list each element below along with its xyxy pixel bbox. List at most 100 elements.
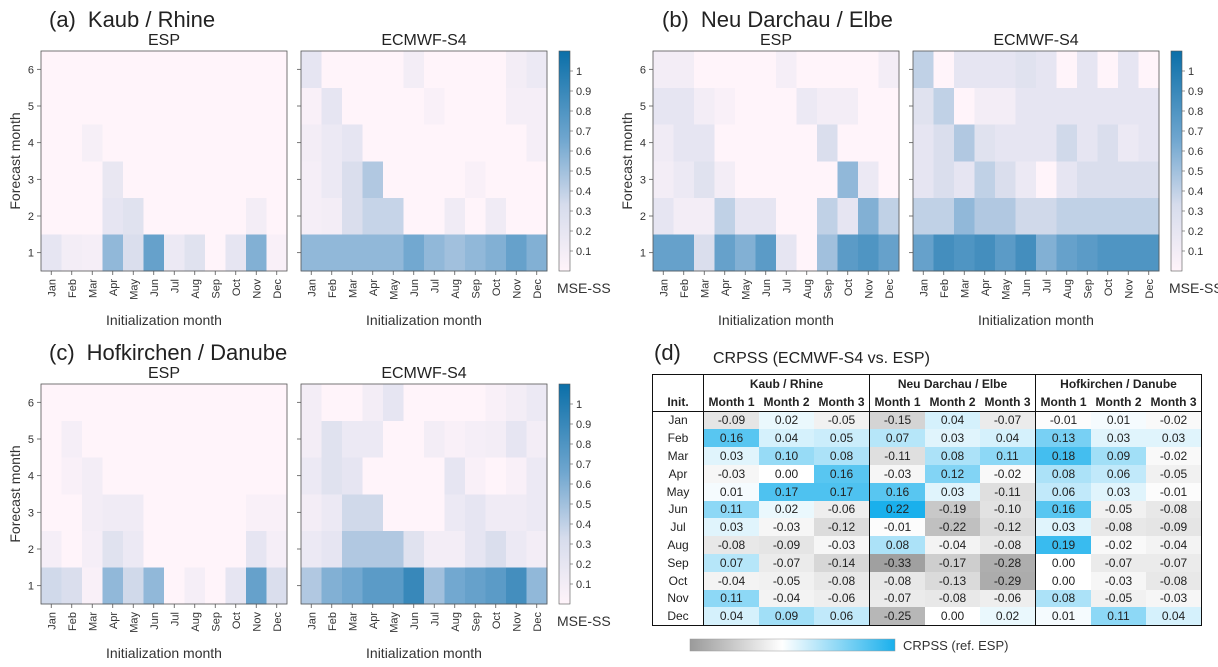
heatmap-cell [102,567,124,605]
crpss-colorbar [689,638,896,652]
table-row: Jan -0.09 0.02 -0.05 -0.15 0.04 -0.07 -0.01 0.01… [652,411,1202,430]
table-row: Mar 0.03 0.10 0.08 -0.11 0.08 0.11 0.18 0.09 -0.0… [652,447,1202,465]
heatmap-cell [913,87,934,125]
heatmap-cell [246,124,267,162]
crpss-value-cell: 0.03 [925,482,980,501]
heatmap-cell [102,530,124,568]
colorbar-tick-label: 0.1 [576,579,591,591]
heatmap-cell [1118,161,1139,198]
heatmap-cell [301,457,322,495]
x-tick-label: Nov [251,279,263,299]
heatmap-panel: ESP Jan Feb Mar Apr May Jun Jul Aug Sep Oct Nov Dec I… [7,365,611,661]
x-tick-label: Dec [272,279,284,299]
crpss-value-cell: -0.07 [759,553,814,572]
subplot-title: ESP [760,32,792,49]
heatmap-cell [403,234,425,272]
heatmap-cell [485,124,507,162]
heatmap-cell [82,494,103,531]
heatmap-cell [694,234,715,272]
heatmap-cell [1056,124,1078,162]
heatmap-cell [82,567,103,605]
heatmap-cell [123,161,144,198]
crpss-value-cell: 0.01 [1091,411,1146,430]
heatmap-cell [143,457,165,495]
heatmap-cell [776,197,797,235]
heatmap-cell [342,234,363,272]
y-tick-label: 4 [640,138,646,150]
heatmap-cell [995,234,1016,272]
x-tick-label: Oct [231,612,243,629]
x-tick-label: Oct [491,279,503,296]
y-axis-label: Forecast month [7,445,23,542]
x-tick-label: Oct [231,279,243,296]
init-month-cell: Jun [652,500,704,519]
heatmap-cell [444,87,466,125]
heatmap-cell [61,567,83,605]
table-row: Apr -0.03 0.00 0.16 -0.03 0.12 -0.02 0.08 0.06 -0… [652,464,1202,483]
y-tick-label: 6 [28,397,34,409]
heatmap-cell [506,197,527,235]
crpss-value-cell: -0.05 [814,411,870,430]
heatmap-cell [694,87,715,125]
heatmap-cell [444,384,466,421]
heatmap-cell [41,87,62,125]
heatmap-cell [653,124,674,162]
x-tick-label: May [1000,279,1012,300]
colorbar-tick-label: 0.6 [576,479,591,491]
heatmap-cell [673,124,695,162]
heatmap-cell [506,420,527,458]
crpss-value-cell: 0.11 [1091,607,1146,627]
heatmap-cell [735,87,756,125]
heatmap-cell [321,384,343,421]
colorbar-tick-label: 0.3 [1188,206,1203,218]
heatmap-cell [954,51,975,88]
heatmap-cell [266,494,288,531]
heatmap-cell [1118,124,1139,162]
x-tick-label: Jul [1041,279,1053,293]
heatmap-cell [526,567,548,605]
crpss-value-cell: 0.04 [1146,607,1202,627]
heatmap-cell [837,161,859,198]
heatmap-cell [123,494,144,531]
heatmap-cell [266,530,288,568]
station-header: Hofkirchen / Danube [1035,373,1202,393]
heatmap-cell [362,197,384,235]
x-tick-label: Mar [699,279,711,298]
x-tick-label: Feb [939,279,951,298]
heatmap-cell [205,494,226,531]
crpss-value-cell: -0.08 [1146,571,1202,590]
heatmap-cell [974,161,996,198]
crpss-value-cell: -0.01 [869,518,925,537]
heatmap-cell [102,87,124,125]
heatmap-cell [1015,161,1037,198]
heatmap-cell [246,384,267,421]
heatmap-cell [321,420,343,458]
heatmap-cell [776,124,797,162]
heatmap-cell [383,384,404,421]
crpss-value-cell: -0.12 [980,518,1036,537]
heatmap-cell [506,457,527,495]
crpss-value-cell: -0.08 [869,571,925,590]
heatmap-cell [82,87,103,125]
heatmap-cell [123,197,144,235]
heatmap-cell [444,124,466,162]
heatmap-cell [342,420,363,458]
month-header: Month 3 [814,392,870,412]
x-tick-label: Jun [761,279,773,297]
heatmap-cell [1077,87,1098,125]
crpss-value-cell: -0.14 [814,553,870,572]
colorbar-label: MSE-SS [557,280,611,296]
table-header-row: Init. Month 1 Month 2 Month 3 Month 1 Month 2… [652,392,1202,412]
heatmap-cell [301,420,322,458]
crpss-value-cell: -0.02 [1146,447,1202,465]
heatmap-cell [205,457,226,495]
heatmap-cell [1036,234,1057,272]
x-tick-label: Jun [149,612,161,630]
x-tick-label: Mar [87,279,99,298]
heatmap-cell [506,51,527,88]
heatmap-cell [102,51,124,88]
x-axis-label: Initialization month [978,312,1094,328]
crpss-value-cell: -0.19 [925,500,980,519]
x-tick-label: Jan [46,279,58,297]
